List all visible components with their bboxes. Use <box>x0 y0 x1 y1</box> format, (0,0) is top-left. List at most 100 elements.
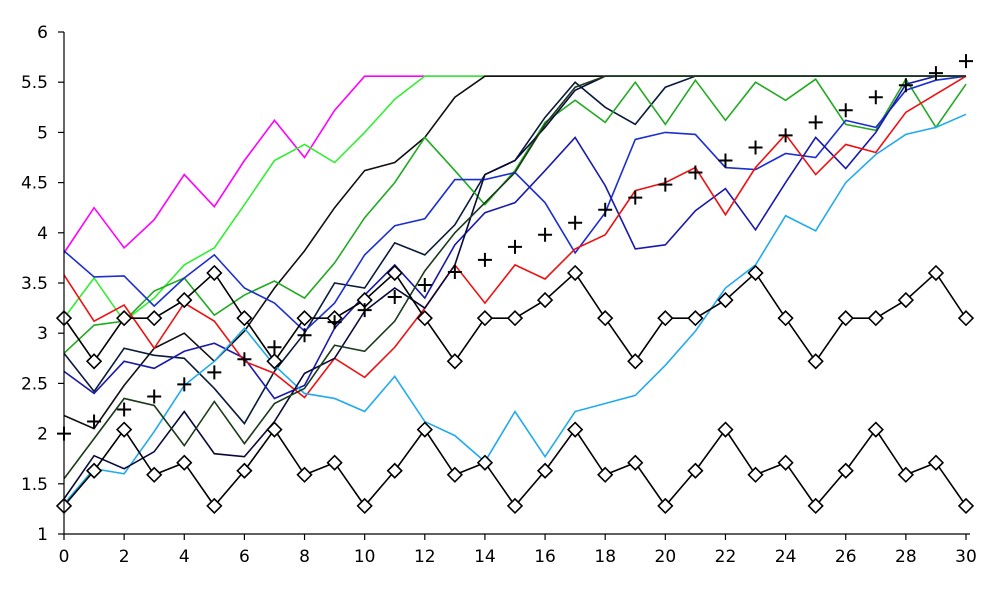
plus-marker <box>508 239 522 254</box>
series-14 <box>57 54 973 441</box>
diamond-marker <box>957 310 975 327</box>
diamond-marker <box>657 310 674 327</box>
diamond-marker <box>747 466 764 483</box>
series-line <box>63 75 967 333</box>
diamond-marker <box>476 310 494 327</box>
diamond-marker <box>657 497 674 515</box>
diamond-marker <box>807 497 824 515</box>
diamond-marker <box>717 291 734 309</box>
diamond-marker <box>867 421 884 438</box>
diamond-marker <box>206 497 223 515</box>
diamond-marker <box>446 353 463 370</box>
y-tick-label: 6 <box>37 23 48 43</box>
diamond-marker <box>296 466 313 483</box>
diamond-marker <box>927 454 945 471</box>
plus-marker <box>688 165 703 180</box>
series-line <box>63 75 966 323</box>
y-tick-label: 5.5 <box>21 73 48 93</box>
diamond-marker <box>567 264 584 282</box>
diamond-marker <box>897 291 914 309</box>
plus-marker <box>898 78 913 93</box>
x-tick-label: 8 <box>299 547 310 567</box>
x-tick-label: 0 <box>59 547 70 567</box>
diamond-marker <box>176 454 193 471</box>
plus-marker <box>658 177 673 192</box>
diamond-marker <box>236 310 253 327</box>
x-tick-label: 24 <box>775 547 797 567</box>
y-tick-label: 1.5 <box>21 475 48 495</box>
y-tick-label: 2.5 <box>21 374 48 394</box>
plot-area <box>55 54 975 515</box>
plus-marker <box>868 90 883 105</box>
y-tick-label: 3 <box>37 324 48 344</box>
plus-marker <box>568 215 583 230</box>
series-line <box>63 75 966 480</box>
plus-marker <box>267 340 282 355</box>
diamond-marker <box>597 466 614 483</box>
plus-marker <box>147 389 162 404</box>
diamond-marker <box>747 264 764 282</box>
plus-marker <box>808 115 823 130</box>
plus-marker <box>387 290 402 305</box>
series-12 <box>55 264 975 370</box>
diamond-marker <box>627 353 644 370</box>
series-line <box>63 428 967 508</box>
diamond-marker <box>627 454 644 471</box>
series-9 <box>63 113 967 505</box>
x-tick-label: 30 <box>955 547 977 567</box>
plus-marker <box>177 377 192 392</box>
x-tick-label: 6 <box>239 547 250 567</box>
diamond-marker <box>597 310 614 327</box>
diamond-marker <box>506 310 524 327</box>
diamond-marker <box>386 462 403 479</box>
diamond-marker <box>326 454 343 471</box>
series-5 <box>63 77 967 354</box>
x-tick-label: 14 <box>474 547 496 567</box>
x-tick-label: 12 <box>414 547 436 567</box>
diamond-marker <box>807 353 824 370</box>
diamond-marker <box>266 353 283 370</box>
y-tick-label: 5 <box>37 123 48 143</box>
plus-marker <box>207 365 222 380</box>
diamond-marker <box>567 421 584 438</box>
diamond-marker <box>146 310 163 327</box>
diamond-marker <box>116 421 133 438</box>
series-6 <box>63 75 967 333</box>
diamond-marker <box>85 462 103 479</box>
diamond-marker <box>536 291 554 309</box>
y-tick-label: 4 <box>37 224 48 244</box>
plus-marker <box>538 227 553 242</box>
diamond-marker <box>837 310 854 327</box>
x-tick-label: 10 <box>354 547 376 567</box>
diamond-marker <box>687 310 704 327</box>
y-axis-ticks: 1 1.5 2 2.5 3 3.5 4 4.5 5 5.5 6 <box>21 23 64 545</box>
y-tick-label: 2 <box>37 425 48 445</box>
plus-marker <box>778 128 793 143</box>
series-line <box>63 75 967 399</box>
diamond-marker <box>777 454 794 471</box>
diamond-marker <box>506 497 524 515</box>
diamond-marker <box>85 353 103 370</box>
diamond-marker <box>416 421 433 438</box>
series-line <box>63 75 966 400</box>
diamond-marker <box>416 310 433 327</box>
x-tick-label: 18 <box>594 547 616 567</box>
diamond-marker <box>446 466 463 483</box>
plus-marker <box>748 140 763 155</box>
plus-marker <box>87 414 102 429</box>
x-tick-label: 4 <box>179 547 190 567</box>
series-line <box>63 77 967 354</box>
diamond-marker <box>146 466 163 483</box>
plus-marker <box>928 66 943 81</box>
series-11 <box>63 75 966 480</box>
plus-marker <box>297 328 312 343</box>
series-7 <box>63 75 966 400</box>
diamond-marker <box>116 310 133 327</box>
x-tick-label: 20 <box>655 547 677 567</box>
series-layer <box>55 54 975 515</box>
x-axis-ticks: 0 2 4 6 8 10 12 14 16 18 20 22 24 26 28 30 <box>59 534 977 567</box>
plus-marker <box>447 264 462 279</box>
diamond-marker <box>687 462 704 479</box>
diamond-marker <box>957 497 975 515</box>
